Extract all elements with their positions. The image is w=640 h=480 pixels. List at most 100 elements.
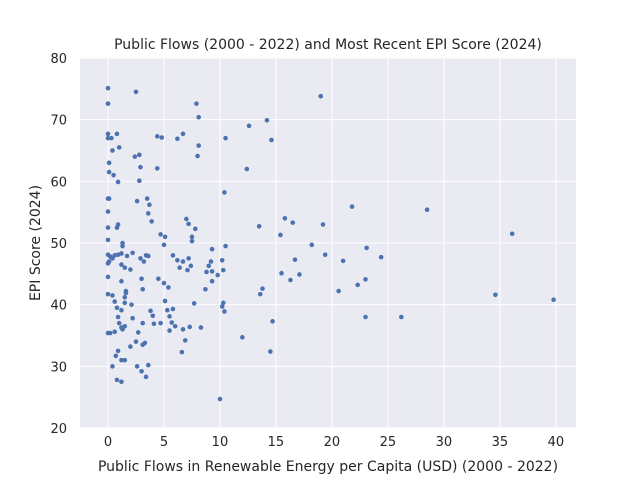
data-point: [399, 314, 404, 320]
data-point: [217, 396, 223, 402]
data-point: [509, 231, 515, 237]
data-point: [158, 320, 163, 326]
data-point: [204, 269, 209, 275]
data-point: [177, 265, 182, 270]
data-point: [143, 374, 149, 380]
data-point: [148, 308, 153, 314]
data-point: [246, 123, 252, 129]
data-point: [270, 319, 275, 324]
data-point: [244, 166, 250, 172]
data-point: [140, 342, 145, 348]
data-point: [191, 301, 197, 306]
data-point: [180, 131, 186, 137]
data-point: [269, 137, 274, 143]
data-point: [159, 135, 165, 140]
data-point: [188, 263, 194, 269]
data-point: [175, 136, 180, 142]
data-point: [114, 377, 120, 383]
data-point: [186, 221, 191, 227]
data-point: [279, 270, 284, 276]
data-point: [119, 379, 124, 385]
data-point: [493, 292, 498, 298]
data-point: [122, 294, 128, 300]
data-point: [119, 307, 124, 313]
data-point: [129, 302, 134, 307]
x-tick-label: 5: [160, 435, 168, 450]
data-point: [203, 286, 208, 292]
data-point: [194, 101, 199, 106]
data-point: [105, 291, 111, 297]
data-point: [145, 211, 151, 216]
x-tick-label: 15: [268, 435, 285, 450]
data-point: [223, 135, 228, 141]
data-point: [180, 259, 186, 264]
data-point: [110, 364, 115, 369]
grid-lines: [80, 57, 576, 429]
data-point: [119, 278, 124, 284]
data-point: [138, 256, 143, 261]
data-point: [105, 237, 111, 243]
x-tick-labels: 0 5 10 15 20 25 30 35 40: [104, 435, 564, 450]
data-point: [119, 251, 124, 256]
data-point: [215, 272, 221, 278]
data-point: [322, 252, 328, 258]
data-point: [134, 364, 140, 369]
data-point: [260, 286, 265, 291]
data-point: [167, 328, 172, 333]
x-tick-label: 20: [324, 435, 341, 450]
data-point: [145, 253, 151, 259]
data-point: [119, 357, 124, 363]
data-point: [182, 338, 188, 343]
y-tick-label: 20: [50, 422, 67, 437]
x-tick-label: 35: [492, 435, 509, 450]
data-point: [222, 309, 227, 314]
y-tick-labels: 20 30 40 50 60 70 80: [50, 52, 67, 437]
data-point: [114, 305, 120, 311]
data-point: [209, 269, 215, 274]
data-point: [135, 330, 141, 335]
data-point: [222, 190, 227, 195]
data-point: [282, 216, 288, 221]
data-point: [112, 299, 118, 304]
y-tick-label: 60: [50, 175, 67, 190]
data-point: [179, 349, 185, 355]
data-point: [106, 196, 112, 201]
data-point: [119, 325, 124, 330]
data-point: [219, 257, 225, 263]
data-point: [115, 314, 121, 320]
data-point: [196, 143, 201, 148]
x-tick-label: 10: [212, 435, 229, 450]
data-point: [114, 131, 120, 137]
data-point: [119, 262, 124, 267]
data-point: [264, 117, 270, 123]
data-point: [193, 226, 198, 232]
data-point: [116, 320, 122, 326]
data-point: [116, 145, 122, 150]
x-tick-label: 30: [436, 435, 453, 450]
data-point: [161, 242, 167, 248]
data-point: [154, 166, 160, 171]
data-point: [378, 254, 384, 260]
data-point: [172, 323, 178, 329]
data-points: [105, 85, 556, 402]
data-point: [105, 135, 111, 141]
data-point: [290, 220, 296, 225]
data-point: [364, 245, 369, 251]
data-point: [209, 246, 215, 252]
data-point: [151, 321, 157, 327]
data-point: [184, 216, 189, 222]
data-point: [105, 274, 111, 280]
y-tick-label: 30: [50, 360, 67, 375]
data-point: [112, 329, 118, 335]
data-point: [363, 314, 368, 320]
data-point: [141, 259, 147, 264]
data-point: [150, 313, 156, 319]
x-axis-label: Public Flows in Renewable Energy per Cap…: [98, 459, 558, 475]
data-point: [105, 209, 111, 214]
data-point: [110, 148, 115, 153]
data-point: [140, 320, 145, 326]
x-tick-label: 25: [380, 435, 397, 450]
x-tick-label: 0: [104, 435, 112, 450]
data-point: [130, 315, 135, 321]
data-point: [170, 306, 176, 312]
